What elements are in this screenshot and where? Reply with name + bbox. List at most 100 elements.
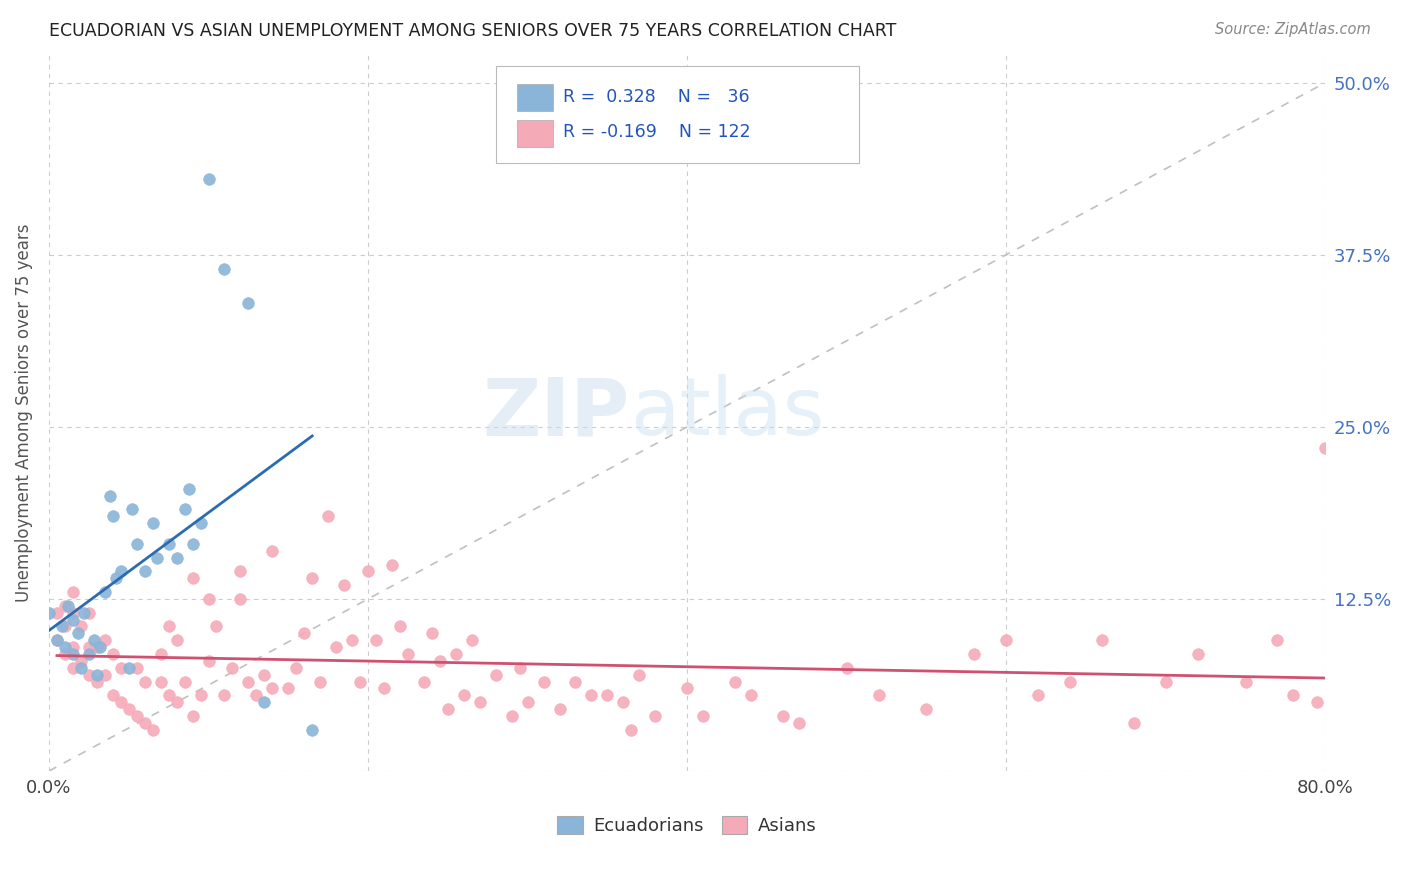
Point — [166, 633, 188, 648]
Point — [181, 537, 204, 551]
Point — [94, 633, 117, 648]
Point — [533, 674, 555, 689]
Point — [485, 667, 508, 681]
Point — [373, 681, 395, 696]
Point — [118, 661, 141, 675]
Point — [53, 647, 76, 661]
Point — [157, 688, 180, 702]
Point — [166, 695, 188, 709]
FancyBboxPatch shape — [517, 120, 553, 147]
Point — [357, 565, 380, 579]
Point — [173, 674, 195, 689]
Point — [157, 619, 180, 633]
Point — [253, 695, 276, 709]
Point — [381, 558, 404, 572]
Point — [429, 654, 451, 668]
Point — [110, 695, 132, 709]
Point — [340, 633, 363, 648]
Point — [229, 591, 252, 606]
Point — [1026, 688, 1049, 702]
Point — [179, 482, 201, 496]
Point — [915, 702, 938, 716]
Point — [1059, 674, 1081, 689]
Point — [125, 537, 148, 551]
Point — [62, 613, 84, 627]
Text: R =  0.328    N =   36: R = 0.328 N = 36 — [564, 87, 749, 105]
Point — [238, 296, 260, 310]
Point — [86, 674, 108, 689]
Point — [787, 715, 810, 730]
Point — [134, 565, 156, 579]
Point — [142, 723, 165, 737]
Point — [53, 599, 76, 613]
Point — [1315, 441, 1337, 455]
Point — [772, 709, 794, 723]
Point — [444, 647, 467, 661]
Point — [396, 647, 419, 661]
Point — [94, 667, 117, 681]
Point — [66, 626, 89, 640]
Point — [1234, 674, 1257, 689]
Point — [62, 640, 84, 654]
Point — [146, 550, 169, 565]
Point — [51, 619, 73, 633]
Point — [83, 633, 105, 648]
Point — [62, 585, 84, 599]
Point — [437, 702, 460, 716]
Point — [253, 667, 276, 681]
Point — [46, 633, 69, 648]
Point — [868, 688, 890, 702]
Point — [501, 709, 523, 723]
Point — [581, 688, 603, 702]
Point — [277, 681, 299, 696]
Point — [420, 626, 443, 640]
Point — [70, 619, 93, 633]
Point — [245, 688, 267, 702]
Point — [468, 695, 491, 709]
Point — [149, 647, 172, 661]
Text: atlas: atlas — [630, 374, 824, 452]
FancyBboxPatch shape — [496, 66, 859, 162]
Point — [548, 702, 571, 716]
Point — [262, 681, 284, 696]
Point — [53, 619, 76, 633]
Point — [516, 695, 538, 709]
Point — [214, 688, 236, 702]
Point — [963, 647, 986, 661]
Point — [1267, 633, 1289, 648]
Point — [77, 667, 100, 681]
Point — [125, 709, 148, 723]
Point — [173, 502, 195, 516]
Point — [89, 640, 111, 654]
Point — [740, 688, 762, 702]
Point — [46, 633, 69, 648]
Point — [104, 571, 127, 585]
Point — [285, 661, 308, 675]
Point — [1306, 695, 1329, 709]
Point — [564, 674, 586, 689]
Point — [388, 619, 411, 633]
Point — [197, 591, 219, 606]
Point — [125, 661, 148, 675]
Text: Source: ZipAtlas.com: Source: ZipAtlas.com — [1215, 22, 1371, 37]
Point — [214, 261, 236, 276]
Point — [62, 606, 84, 620]
Point — [1282, 688, 1305, 702]
Point — [262, 543, 284, 558]
Point — [349, 674, 371, 689]
Point — [628, 667, 651, 681]
Point — [110, 565, 132, 579]
Point — [46, 606, 69, 620]
Point — [692, 709, 714, 723]
Point — [56, 599, 79, 613]
Point — [724, 674, 747, 689]
Point — [53, 640, 76, 654]
Point — [70, 661, 93, 675]
Point — [118, 702, 141, 716]
Point — [1122, 715, 1144, 730]
Point — [229, 565, 252, 579]
Point — [301, 723, 323, 737]
Point — [77, 640, 100, 654]
Point — [509, 661, 531, 675]
Point — [62, 661, 84, 675]
